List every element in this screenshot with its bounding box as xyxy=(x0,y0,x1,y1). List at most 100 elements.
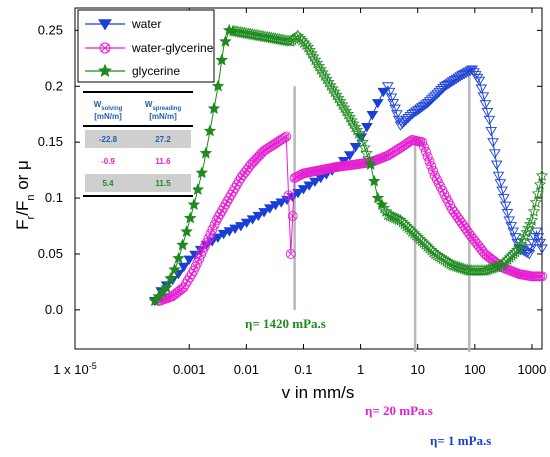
legend-marker xyxy=(98,19,112,31)
water-point xyxy=(412,106,424,116)
glycerine-point xyxy=(516,233,530,246)
table-row-shade xyxy=(85,130,191,148)
glycerine-point xyxy=(207,102,221,114)
glycerine-point xyxy=(461,263,474,276)
water-point xyxy=(252,211,265,222)
water-glycerine-point xyxy=(420,146,431,157)
water-point xyxy=(366,111,379,121)
water-glycerine-point xyxy=(253,151,264,162)
water-glycerine-point-cross xyxy=(282,133,290,140)
water-point xyxy=(398,117,411,128)
table-header-unit: [mN/m] xyxy=(149,112,177,121)
table-header-wsolving: Wsolving xyxy=(94,100,123,112)
water-point xyxy=(481,108,494,118)
water-point xyxy=(396,119,409,129)
glycerine-point xyxy=(336,98,349,110)
glycerine-point xyxy=(199,146,213,159)
x-tick-label: 1000 xyxy=(517,362,546,377)
glycerine-point xyxy=(478,264,492,277)
water-glycerine-point xyxy=(428,165,439,176)
water-glycerine-point xyxy=(419,142,429,152)
glycerine-point xyxy=(180,225,193,237)
series-water-glycerine xyxy=(154,131,547,306)
viscosity-annotation: η= 1 mPa.s xyxy=(430,433,491,448)
glycerine-point xyxy=(310,56,324,69)
water-point xyxy=(383,87,396,98)
glycerine-point xyxy=(375,198,388,211)
glycerine-point xyxy=(352,126,366,139)
water-glycerine-point xyxy=(417,137,428,148)
water-point xyxy=(391,110,403,120)
glycerine-point xyxy=(356,135,369,148)
water-point xyxy=(349,143,362,153)
water-point xyxy=(499,201,512,211)
water-point xyxy=(410,107,422,117)
water-point xyxy=(404,112,417,122)
water-point xyxy=(212,233,224,243)
water-point xyxy=(477,92,490,102)
water-point xyxy=(361,123,373,133)
water-glycerine-point xyxy=(272,137,283,148)
glycerine-point xyxy=(360,146,373,159)
legend-marker xyxy=(98,63,112,77)
water-point xyxy=(485,127,498,137)
water-glycerine-point xyxy=(277,133,288,144)
glycerine-point xyxy=(525,213,539,226)
water-point xyxy=(437,84,449,94)
glycerine-point xyxy=(482,262,495,275)
glycerine-point xyxy=(362,152,375,165)
water-point xyxy=(433,87,446,98)
legend-marker-cross xyxy=(100,43,110,53)
glycerine-point xyxy=(533,178,547,190)
water-point xyxy=(517,246,530,256)
water-point xyxy=(423,97,436,107)
glycerine-point xyxy=(347,117,360,130)
glycerine-point xyxy=(447,259,461,272)
glycerine-point xyxy=(219,34,232,47)
water-point xyxy=(235,222,247,232)
glycerine-point xyxy=(334,94,347,107)
water-point xyxy=(532,233,545,243)
y-tick-label: 0.05 xyxy=(38,246,63,261)
x-tick-label: 100 xyxy=(464,362,486,377)
glycerine-point xyxy=(160,280,173,293)
glycerine-point xyxy=(445,258,459,271)
glycerine-point xyxy=(455,261,468,274)
viscosity-annotation: η= 1420 mPa.s xyxy=(245,316,326,331)
legend-label-water-glycerine: water-glycerine xyxy=(131,41,214,55)
glycerine-point xyxy=(324,78,337,91)
glycerine-point xyxy=(387,210,400,223)
water-glycerine-point-cross xyxy=(538,273,546,280)
water-point xyxy=(258,208,270,218)
glycerine-point xyxy=(480,263,493,276)
glycerine-point xyxy=(350,123,364,136)
glycerine-point xyxy=(172,251,185,264)
legend-label-glycerine: glycerine xyxy=(132,64,180,78)
y-tick-label: 0.0 xyxy=(45,302,63,317)
glycerine-point xyxy=(527,204,541,217)
table-cell-wspreading: 11.6 xyxy=(155,157,171,166)
glycerine-point xyxy=(512,241,526,254)
glycerine-point xyxy=(215,53,229,66)
water-point xyxy=(406,110,418,120)
glycerine-point xyxy=(195,166,208,179)
glycerine-point xyxy=(299,38,313,51)
water-point xyxy=(503,216,516,226)
water-point xyxy=(387,99,400,109)
water-point xyxy=(240,218,253,229)
water-glycerine-point xyxy=(287,211,298,221)
water-point xyxy=(483,115,496,126)
water-point xyxy=(473,76,486,87)
y-tick-label: 0.2 xyxy=(45,78,63,93)
water-glycerine-point xyxy=(249,155,260,166)
water-point xyxy=(309,177,321,188)
glycerine-point xyxy=(459,262,472,275)
water-point xyxy=(507,227,520,237)
y-axis-title: Fr/Fn or μ xyxy=(13,160,37,230)
glycerine-point xyxy=(371,191,385,204)
legend: water water-glycerine glycerine xyxy=(77,9,215,83)
glycerine-point xyxy=(383,209,396,221)
glycerine-point xyxy=(358,141,371,154)
series-layer xyxy=(148,23,549,307)
glycerine-point xyxy=(514,237,528,250)
